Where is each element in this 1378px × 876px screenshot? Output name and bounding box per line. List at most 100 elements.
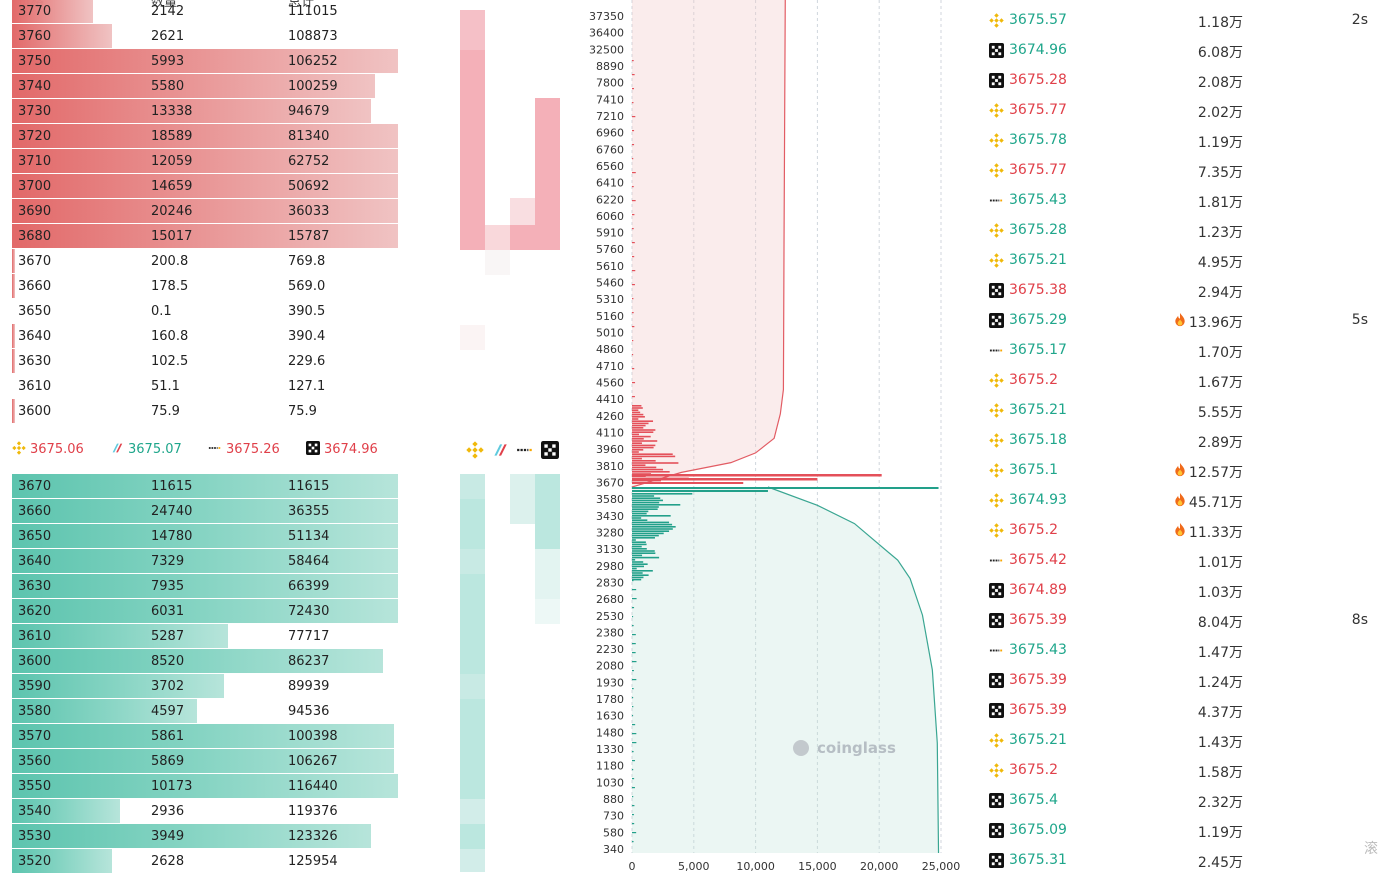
ask-level-bar xyxy=(632,407,643,409)
time-marker: 5s xyxy=(1351,312,1368,328)
bid-row[interactable]: 3600 8520 86237 xyxy=(12,649,400,674)
trade-row[interactable]: 3675.57 1.18万 2s xyxy=(985,3,1378,33)
bid-level-bar xyxy=(632,517,642,519)
ask-row[interactable]: 3770 2142 111015 xyxy=(12,0,400,24)
bid-total: 36355 xyxy=(288,504,330,519)
bid-row[interactable]: 3550 10173 116440 xyxy=(12,774,400,799)
ftx-icon xyxy=(110,441,124,459)
ask-row[interactable]: 3680 15017 15787 xyxy=(12,224,400,249)
ask-row[interactable]: 3640 160.8 390.4 xyxy=(12,324,400,349)
bid-price: 3520 xyxy=(18,854,52,869)
bid-total: 116440 xyxy=(288,779,338,794)
bid-depth-bar xyxy=(12,774,398,798)
trade-row[interactable]: 3674.96 6.08万 xyxy=(985,33,1378,63)
trade-price: 3675.2 xyxy=(1009,522,1058,538)
ask-level-bar xyxy=(632,433,640,436)
ask-row[interactable]: 3660 178.5 569.0 xyxy=(12,274,400,299)
heat-cell-bid xyxy=(535,474,560,549)
bid-level-bar xyxy=(632,495,655,497)
trade-row[interactable]: 3675.18 2.89万 xyxy=(985,423,1378,453)
trade-row[interactable]: 3675.78 1.19万 xyxy=(985,123,1378,153)
ask-row[interactable]: 3710 12059 62752 xyxy=(12,149,400,174)
ask-row[interactable]: 3630 102.5 229.6 xyxy=(12,349,400,374)
trade-row[interactable]: 3675.39 8.04万 8s xyxy=(985,603,1378,633)
ask-row[interactable]: 3600 75.9 75.9 xyxy=(12,399,400,424)
bid-price: 3610 xyxy=(18,629,52,644)
trade-row[interactable]: 3675.1 12.57万 xyxy=(985,453,1378,483)
y-tick-label: 7210 xyxy=(596,110,624,123)
trade-row[interactable]: 3675.21 4.95万 xyxy=(985,243,1378,273)
trade-row[interactable]: 3675.39 4.37万 xyxy=(985,693,1378,723)
trade-row[interactable]: 3675.28 1.23万 xyxy=(985,213,1378,243)
bid-level-bar xyxy=(632,724,636,726)
bid-row[interactable]: 3670 11615 11615 xyxy=(12,474,400,499)
trade-row[interactable]: 3675.4 2.32万 xyxy=(985,783,1378,813)
trade-row[interactable]: 3675.38 2.94万 xyxy=(985,273,1378,303)
ask-qty: 18589 xyxy=(151,129,193,144)
heat-cell-ask xyxy=(485,225,510,250)
ask-price: 3770 xyxy=(18,4,52,19)
trade-row[interactable]: 3675.2 1.58万 xyxy=(985,753,1378,783)
fire-icon xyxy=(1173,522,1187,541)
bid-row[interactable]: 3640 7329 58464 xyxy=(12,549,400,574)
ask-row[interactable]: 3720 18589 81340 xyxy=(12,124,400,149)
bid-row[interactable]: 3650 14780 51134 xyxy=(12,524,400,549)
ask-row[interactable]: 3740 5580 100259 xyxy=(12,74,400,99)
exchange-price-bybit: 3675.26 xyxy=(208,441,280,459)
bid-row[interactable]: 3620 6031 72430 xyxy=(12,599,400,624)
bid-level-bar xyxy=(632,556,660,559)
ask-level-bar xyxy=(632,326,635,328)
trade-row[interactable]: 3675.2 1.67万 xyxy=(985,363,1378,393)
bid-total: 123326 xyxy=(288,829,338,844)
bid-row[interactable]: 3660 24740 36355 xyxy=(12,499,400,524)
trade-row[interactable]: 3675.39 1.24万 xyxy=(985,663,1378,693)
trade-row[interactable]: 3675.2 11.33万 xyxy=(985,513,1378,543)
bid-row[interactable]: 3530 3949 123326 xyxy=(12,824,400,849)
ask-row[interactable]: 3700 14659 50692 xyxy=(12,174,400,199)
side-scroll-text: 滚 xyxy=(1364,841,1378,857)
ask-level-bar xyxy=(632,455,676,458)
trade-row[interactable]: 3675.17 1.70万 xyxy=(985,333,1378,363)
trade-row[interactable]: 3674.89 1.03万 xyxy=(985,573,1378,603)
trade-row[interactable]: 3675.77 2.02万 xyxy=(985,93,1378,123)
trade-row[interactable]: 3675.31 2.45万 xyxy=(985,843,1378,873)
bid-row[interactable]: 3610 5287 77717 xyxy=(12,624,400,649)
bid-depth-bar xyxy=(12,824,371,848)
trade-price: 3675.77 xyxy=(1009,162,1067,178)
bid-row[interactable]: 3590 3702 89939 xyxy=(12,674,400,699)
ask-row[interactable]: 3730 13338 94679 xyxy=(12,99,400,124)
ask-row[interactable]: 3750 5993 106252 xyxy=(12,49,400,74)
bid-row[interactable]: 3560 5869 106267 xyxy=(12,749,400,774)
ask-row[interactable]: 3650 0.1 390.5 xyxy=(12,299,400,324)
bid-row[interactable]: 3540 2936 119376 xyxy=(12,799,400,824)
ask-qty: 200.8 xyxy=(151,254,189,269)
bid-total: 119376 xyxy=(288,804,338,819)
trade-row[interactable]: 3675.21 5.55万 xyxy=(985,393,1378,423)
bid-level-bar xyxy=(632,493,693,495)
bid-row[interactable]: 3580 4597 94536 xyxy=(12,699,400,724)
trade-row[interactable]: 3675.77 7.35万 xyxy=(985,153,1378,183)
bid-row[interactable]: 3570 5861 100398 xyxy=(12,724,400,749)
y-tick-label: 3430 xyxy=(596,510,624,523)
trade-row[interactable]: 3675.43 1.47万 xyxy=(985,633,1378,663)
bybit-icon xyxy=(989,553,1004,568)
trade-row[interactable]: 3675.09 1.19万 xyxy=(985,813,1378,843)
ask-level-bar xyxy=(632,396,635,398)
ask-spike-bar xyxy=(632,482,744,484)
bid-row[interactable]: 3520 2628 125954 xyxy=(12,849,400,874)
trade-row[interactable]: 3674.93 45.71万 xyxy=(985,483,1378,513)
ask-row[interactable]: 3670 200.8 769.8 xyxy=(12,249,400,274)
bid-level-bar xyxy=(632,570,653,572)
ask-row[interactable]: 3690 20246 36033 xyxy=(12,199,400,224)
x-tick-label: 10,000 xyxy=(736,860,775,872)
trade-row[interactable]: 3675.43 1.81万 xyxy=(985,183,1378,213)
trade-row[interactable]: 3675.29 13.96万 5s xyxy=(985,303,1378,333)
bid-row[interactable]: 3630 7935 66399 xyxy=(12,574,400,599)
ask-depth-bar xyxy=(12,174,398,198)
ask-row[interactable]: 3760 2621 108873 xyxy=(12,24,400,49)
ask-row[interactable]: 3610 51.1 127.1 xyxy=(12,374,400,399)
exchange-price-ftx: 3675.07 xyxy=(110,441,182,459)
trade-row[interactable]: 3675.28 2.08万 xyxy=(985,63,1378,93)
trade-row[interactable]: 3675.42 1.01万 xyxy=(985,543,1378,573)
trade-row[interactable]: 3675.21 1.43万 xyxy=(985,723,1378,753)
